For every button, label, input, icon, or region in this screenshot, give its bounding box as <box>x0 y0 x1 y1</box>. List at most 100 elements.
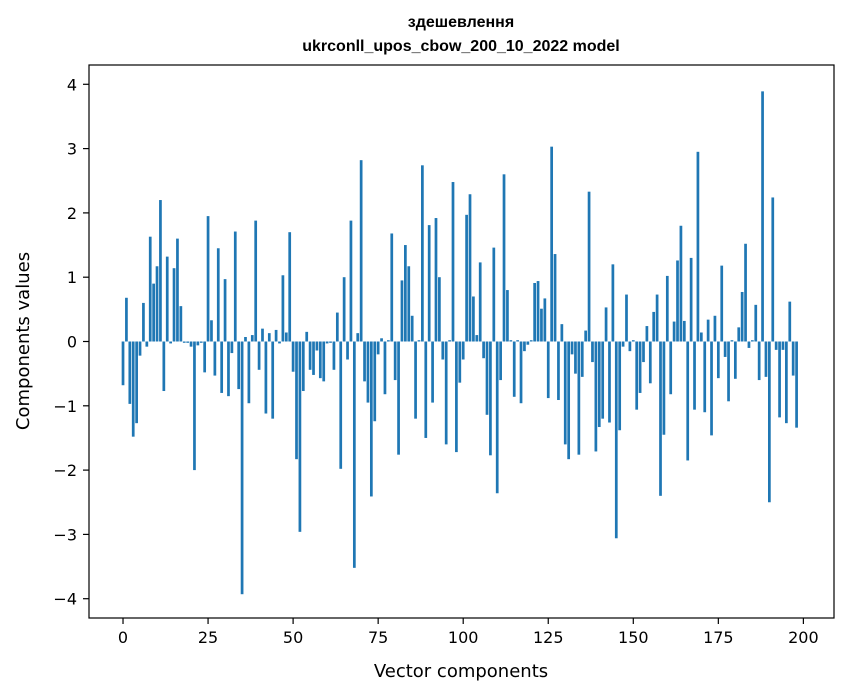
bar <box>308 341 312 370</box>
bar <box>676 260 679 342</box>
bar <box>672 321 676 342</box>
y-tick-label: 4 <box>67 75 77 94</box>
bar <box>485 341 489 415</box>
bar <box>427 225 431 342</box>
bar <box>148 236 152 342</box>
bar <box>169 341 173 344</box>
bar <box>648 341 652 384</box>
bar <box>165 256 169 342</box>
bar <box>223 279 227 342</box>
bar <box>352 341 356 568</box>
bar <box>611 264 615 342</box>
bar <box>128 341 132 404</box>
bar <box>138 341 142 356</box>
bar <box>271 341 275 419</box>
bar <box>410 315 414 342</box>
bar <box>325 341 329 344</box>
bar <box>250 335 254 342</box>
bar <box>363 341 366 382</box>
bar <box>404 245 407 342</box>
chart-title: здешевлення <box>408 14 514 31</box>
bar <box>145 341 149 347</box>
bar <box>693 341 696 410</box>
bar <box>131 341 135 437</box>
bar <box>761 91 764 342</box>
bar <box>176 238 179 342</box>
bar <box>196 341 200 346</box>
bar <box>757 341 761 381</box>
bar <box>373 341 377 422</box>
bar <box>597 341 601 428</box>
bar <box>121 341 125 386</box>
bar <box>335 312 339 342</box>
bar <box>720 265 724 342</box>
bar <box>604 307 608 342</box>
bar <box>754 304 758 342</box>
bar <box>431 341 434 403</box>
bar <box>210 320 213 342</box>
bar <box>774 341 778 350</box>
bar <box>478 262 482 342</box>
bar <box>475 335 479 342</box>
bar <box>216 248 220 342</box>
bar <box>628 341 632 352</box>
bar <box>468 194 472 342</box>
bar <box>665 275 669 342</box>
bar <box>482 341 485 359</box>
bar <box>536 281 540 342</box>
bar <box>455 341 458 453</box>
bar <box>199 341 203 343</box>
bar <box>461 341 465 360</box>
bar <box>506 290 509 342</box>
bar <box>305 331 309 342</box>
x-tick-label: 75 <box>368 628 388 647</box>
bar <box>162 341 166 392</box>
bar <box>193 341 196 471</box>
bar <box>601 341 605 419</box>
bar <box>635 341 639 410</box>
y-tick-label: 0 <box>67 333 77 352</box>
bar <box>730 340 734 342</box>
bar <box>407 266 411 342</box>
bar <box>502 174 506 342</box>
y-tick-label: 2 <box>67 204 77 223</box>
x-tick-label: 175 <box>703 628 734 647</box>
bar <box>689 257 693 342</box>
bar <box>591 341 594 363</box>
bar <box>339 341 343 469</box>
bar <box>179 306 183 342</box>
bar <box>369 341 373 497</box>
x-tick-label: 200 <box>788 628 819 647</box>
y-tick-label: 1 <box>67 268 77 287</box>
bar <box>659 341 662 496</box>
bar <box>519 341 523 404</box>
bar <box>315 341 319 351</box>
bar <box>723 341 727 357</box>
bar <box>458 341 462 383</box>
bar <box>448 340 451 342</box>
bar <box>441 341 445 360</box>
bar <box>349 220 353 342</box>
y-axis: −4 −3 −2 −1 0 1 2 3 4 <box>53 75 89 609</box>
bar <box>584 330 588 342</box>
bar <box>254 220 258 342</box>
bar <box>621 341 625 347</box>
x-tick-label: 0 <box>118 628 128 647</box>
bar <box>737 327 741 342</box>
bar <box>747 341 751 348</box>
bar <box>587 191 591 342</box>
bar <box>274 329 278 342</box>
bar <box>451 182 455 342</box>
bar <box>393 341 397 381</box>
x-tick-label: 100 <box>448 628 479 647</box>
bar <box>781 341 785 350</box>
bar <box>526 341 530 345</box>
bar <box>142 302 145 342</box>
bar <box>618 341 622 431</box>
bar <box>570 341 574 355</box>
bar <box>703 341 707 413</box>
bar <box>764 341 768 377</box>
bar <box>172 268 176 342</box>
bar <box>788 301 792 342</box>
bar <box>642 341 645 363</box>
